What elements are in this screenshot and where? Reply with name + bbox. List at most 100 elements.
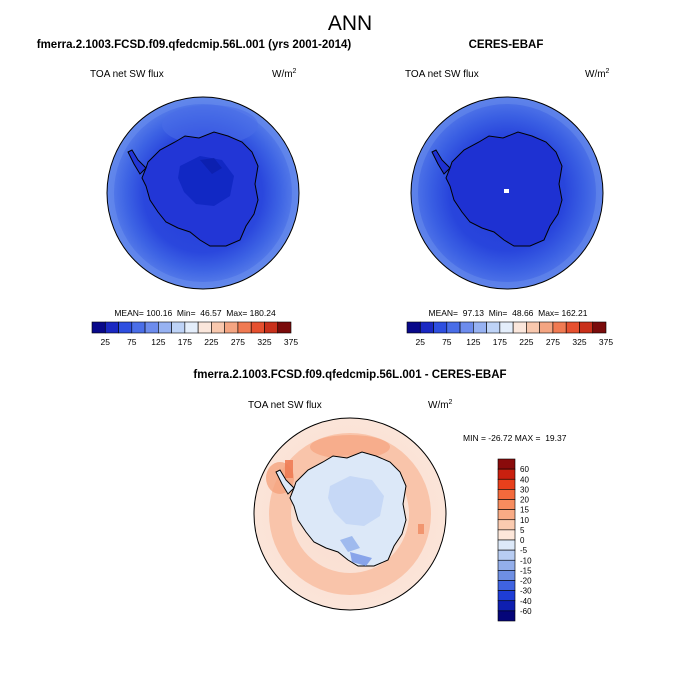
colorbar-diff-tick-label: 60 [520,465,529,474]
colorbar-diff-tick-label: -40 [520,597,532,606]
map-diff [254,418,446,610]
colorbar-model-tick-label: 25 [101,337,111,347]
colorbar-model-tick-label: 175 [178,337,192,347]
colorbar-model-swatch [264,321,279,334]
colorbar-model-tick-label: 375 [284,337,298,347]
panel-diff-title: fmerra.2.1003.FCSD.f09.qfedcmip.56L.001 … [193,369,506,381]
panel-obs-variable: TOA net SW flux [405,69,479,80]
colorbar-diff-swatch [497,499,516,510]
colorbar-diff-tick-label: 30 [520,485,529,494]
main-title: ANN [328,12,372,35]
colorbar-model-swatch [211,321,225,334]
colorbar-obs-tick-label: 375 [599,337,613,347]
colorbar-model-swatch [277,321,292,334]
panel-obs: CERES-EBAF TOA net SW flux W/m2 MEAN= 97… [405,39,613,347]
colorbar-model-swatch [118,321,133,334]
colorbar-model-tick-label: 75 [127,337,137,347]
colorbar-diff-swatch [497,590,516,602]
colorbar-obs-swatch [406,321,421,334]
colorbar-diff-tick-label: -15 [520,566,532,575]
colorbar-diff-tick-label: 10 [520,516,529,525]
colorbar-diff-tick-label: 20 [520,496,529,505]
colorbar-diff-tick-label: 5 [520,526,525,535]
colorbar-model-swatch [131,321,146,334]
panel-obs-title: CERES-EBAF [469,39,544,51]
colorbar-obs-tick-label: 225 [519,337,533,347]
map-obs [411,97,603,289]
colorbar-obs-swatch [552,321,567,334]
colorbar-model-swatch [91,321,106,334]
panel-diff-variable: TOA net SW flux [248,400,322,411]
colorbar-obs-swatch [579,321,594,334]
colorbar-diff-swatch [497,610,516,622]
colorbar-diff-tick-label: -10 [520,556,532,565]
colorbar-model-swatch [224,321,239,334]
panel-model-title: fmerra.2.1003.FCSD.f09.qfedcmip.56L.001 … [37,39,352,51]
colorbar-diff-swatch [497,549,516,561]
colorbar-model-swatch [250,321,265,334]
colorbar-diff-swatch [497,539,516,551]
colorbar-model-swatch [171,321,186,334]
colorbar-model-swatch [104,321,119,334]
colorbar-obs-swatch [486,321,501,334]
colorbar-model-tick-label: 325 [257,337,271,347]
colorbar-diff-swatch [497,468,516,480]
colorbar-obs-swatch [433,321,448,334]
colorbar-model-swatch [197,321,212,334]
colorbar-model-swatch [184,321,199,334]
panel-model-variable: TOA net SW flux [90,69,164,80]
colorbar-obs-swatch [526,321,540,334]
colorbar-diff-swatch [497,458,516,470]
colorbar-diff-swatch [497,509,516,521]
colorbar-obs-swatch [419,321,434,334]
panel-obs-stats: MEAN= 97.13 Min= 48.66 Max= 162.21 [429,308,588,318]
colorbar-diff-swatch [497,489,516,500]
colorbar-diff-swatch [497,559,516,571]
colorbar-obs-swatch [512,321,527,334]
colorbar-obs-tick-label: 275 [546,337,560,347]
colorbar-diff-tick-label: -30 [520,587,532,596]
panel-model-units: W/m2 [272,68,297,80]
colorbar-obs-swatch [473,321,487,334]
colorbar-diff-tick-label: 40 [520,475,529,484]
colorbar-diff-tick-label: 15 [520,506,529,515]
colorbar-obs-tick-label: 125 [466,337,480,347]
panel-diff-units: W/m2 [428,399,453,411]
colorbar-obs-tick-label: 75 [442,337,452,347]
colorbar-diff-swatch [497,580,516,591]
colorbar-model-tick-label: 275 [231,337,245,347]
colorbar-model-tick-label: 225 [204,337,218,347]
colorbar-obs: 25 75 125 175 225 275 325 375 [406,321,613,347]
colorbar-model-swatch [237,321,252,334]
panel-diff-stats: MIN = -26.72 MAX = 19.37 [463,433,567,443]
colorbar-diff-swatch [497,519,516,531]
colorbar-obs-swatch [499,321,514,334]
colorbar-diff-swatch [497,570,516,581]
colorbar-model: 25 75 125 175 225 275 325 375 [91,321,298,347]
colorbar-model-tick-label: 125 [151,337,165,347]
colorbar-diff-tick-label: -5 [520,546,528,555]
panel-obs-units: W/m2 [585,68,610,80]
colorbar-diff-swatch [497,529,516,541]
colorbar-diff-swatch [497,478,516,490]
colorbar-diff-tick-label: -60 [520,607,532,616]
colorbar-diff-tick-label: 0 [520,536,525,545]
colorbar-obs-swatch [446,321,461,334]
map-model [107,97,299,289]
colorbar-obs-swatch [565,321,580,334]
panel-model-stats: MEAN= 100.16 Min= 46.57 Max= 180.24 [114,308,276,318]
colorbar-obs-swatch [459,321,474,334]
panel-model: fmerra.2.1003.FCSD.f09.qfedcmip.56L.001 … [37,39,352,347]
colorbar-model-swatch [158,321,172,334]
colorbar-obs-swatch [539,321,554,334]
colorbar-obs-tick-label: 175 [493,337,507,347]
colorbar-obs-tick-label: 325 [572,337,586,347]
panel-diff: fmerra.2.1003.FCSD.f09.qfedcmip.56L.001 … [193,369,567,622]
colorbar-obs-tick-label: 25 [416,337,426,347]
colorbar-obs-swatch [592,321,607,334]
colorbar-diff-swatch [497,600,516,612]
colorbar-diff-tick-label: -20 [520,577,532,586]
colorbar-model-swatch [144,321,159,334]
